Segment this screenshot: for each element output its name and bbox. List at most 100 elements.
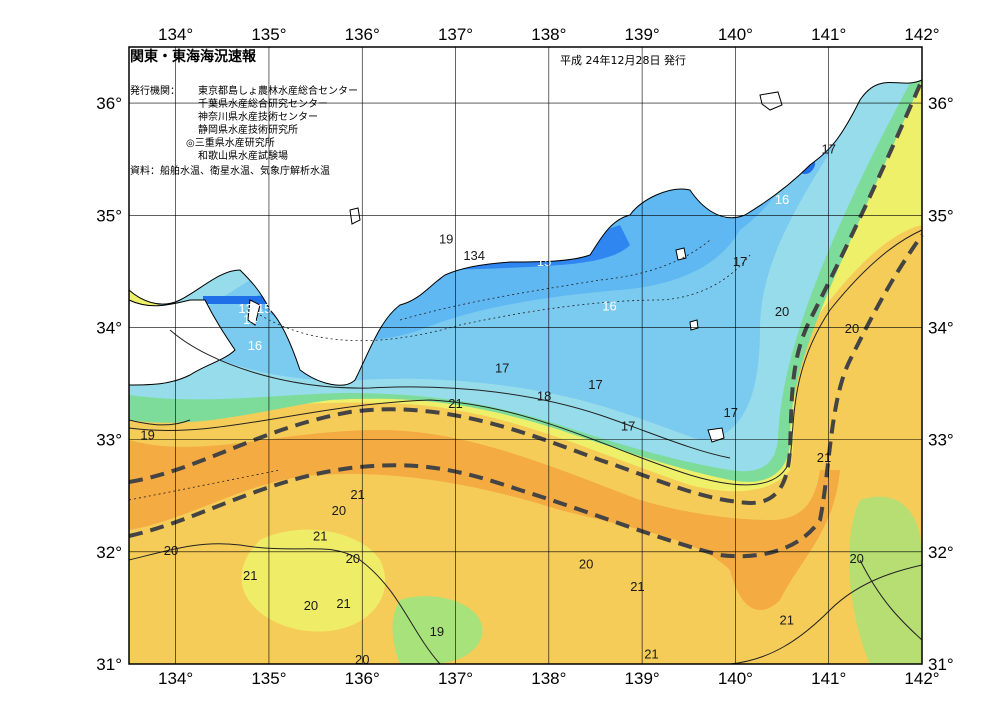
contour-21 (128, 229, 923, 486)
temperature-label: 16 (775, 192, 789, 207)
temperature-label: 20 (845, 321, 859, 336)
lon-label-bottom: 140° (718, 669, 753, 688)
contour-17 (259, 254, 751, 342)
temperature-label: 19 (439, 231, 453, 246)
kuroshio-south-edge (128, 233, 924, 559)
lat-label-left: 34° (96, 318, 122, 337)
temperature-label: 20 (346, 551, 360, 566)
contour-lines (128, 229, 923, 665)
temperature-label: 20 (332, 503, 346, 518)
lon-label-top: 139° (625, 25, 660, 44)
lon-label-bottom: 136° (345, 669, 380, 688)
issuer-item: 静岡県水産技術研究所 (198, 125, 298, 136)
lon-label-bottom: 141° (811, 669, 846, 688)
lon-label-bottom: 142° (904, 669, 939, 688)
temperature-label: 15 (803, 136, 817, 151)
temperature-label: 14 (789, 130, 803, 145)
temperature-label: 17 (733, 254, 747, 269)
lon-label-top: 137° (438, 25, 473, 44)
temperature-label: 20 (164, 543, 178, 558)
latitude-labels-right: 36° 35° 34° 33° 32° 31° (928, 94, 954, 674)
temperature-label: 17 (621, 419, 635, 434)
data-source: 資料：船舶水温、衛星水温、気象庁解析水温 (130, 166, 330, 177)
lon-label-top: 141° (811, 25, 846, 44)
contour-20-east (859, 559, 923, 641)
contour-21-south (729, 564, 923, 665)
temperature-label: 13 (238, 301, 252, 316)
lon-label-top: 136° (345, 25, 380, 44)
kuroshio-axis (128, 79, 924, 559)
temperature-label: 21 (630, 579, 644, 594)
temperature-label: 15 (537, 254, 551, 269)
lon-label-top: 135° (251, 25, 286, 44)
lat-label-right: 31° (928, 655, 954, 674)
temperature-label: 15 (612, 198, 626, 213)
contour-16 (399, 239, 711, 321)
lat-label-right: 36° (928, 94, 954, 113)
land (128, 46, 923, 443)
temperature-label: 13 (570, 243, 584, 258)
issuer-item: 東京都島しょ農林水産総合センター (198, 86, 358, 97)
temperature-label: 21 (243, 568, 257, 583)
temperature-label: 21 (313, 529, 327, 544)
kuroshio-north-edge (128, 79, 924, 506)
lat-label-right: 33° (928, 431, 954, 450)
temperature-label: 20 (304, 598, 318, 613)
dotted-contours (128, 239, 751, 501)
temperature-label: 20 (775, 304, 789, 319)
lat-label-right: 32° (928, 543, 954, 562)
latitude-labels-left: 36° 35° 34° 33° 32° 31° (96, 94, 122, 674)
honshu-land (128, 46, 923, 386)
lon-label-bottom: 135° (251, 669, 286, 688)
lat-label-left: 36° (96, 94, 122, 113)
temperature-label: 20 (579, 557, 593, 572)
longitude-labels-bottom: 134° 135° 136° 137° 138° 139° 140° 141° 142° (158, 669, 940, 688)
izu-islands-1 (689, 319, 699, 331)
awaji-island (247, 299, 261, 326)
issuers-label: 発行機関： (130, 86, 180, 97)
lat-label-left: 33° (96, 431, 122, 450)
temperature-label: 11 (411, 220, 425, 235)
temperature-label: 20 (849, 551, 863, 566)
sst-band-12-osaka (203, 296, 268, 304)
temperature-label: 12 (444, 248, 458, 263)
contour-20-mid (128, 469, 281, 501)
temperature-label: 16 (602, 299, 616, 314)
lon-label-bottom: 138° (531, 669, 566, 688)
contour-19-west (128, 419, 191, 426)
lon-label-bottom: 139° (625, 669, 660, 688)
temperature-label: 21 (817, 450, 831, 465)
temperature-label: 12 (765, 153, 779, 168)
temperature-label: 17 (724, 405, 738, 420)
temperature-label: 16 (248, 338, 262, 353)
temperature-label: 15 (700, 186, 714, 201)
lon-label-bottom: 134° (158, 669, 193, 688)
lat-label-left: 32° (96, 543, 122, 562)
lon-label-top: 142° (904, 25, 939, 44)
contour-20-south (128, 543, 441, 665)
contour-18 (169, 329, 731, 459)
map-frame (128, 46, 923, 665)
temperature-label: 18 (537, 388, 551, 403)
issuer-item-lead: ◎三重県水産研究所 (186, 138, 275, 149)
lon-label-top: 138° (531, 25, 566, 44)
izu-oshima (675, 247, 687, 261)
temperature-label: 134 (463, 248, 485, 263)
issuer-item: 神奈川県水産技術センター (198, 112, 318, 123)
noto-peninsula (349, 207, 361, 225)
hachijojima (707, 427, 725, 443)
temperature-label: 19 (430, 624, 444, 639)
report-title: 関東・東海海況速報 (130, 49, 256, 65)
temperature-label: 17 (588, 377, 602, 392)
shikoku-land (128, 299, 236, 386)
temperature-label: 13 (784, 69, 798, 84)
issuer-item: 和歌山県水産試験場 (198, 151, 288, 162)
lon-label-top: 140° (718, 25, 753, 44)
lon-label-top: 134° (158, 25, 193, 44)
temperature-label: 14 (243, 312, 257, 327)
lat-label-right: 35° (928, 206, 954, 225)
temperature-label: 19 (140, 428, 154, 443)
temperature-label: 21 (350, 487, 364, 502)
lat-label-right: 34° (928, 318, 954, 337)
